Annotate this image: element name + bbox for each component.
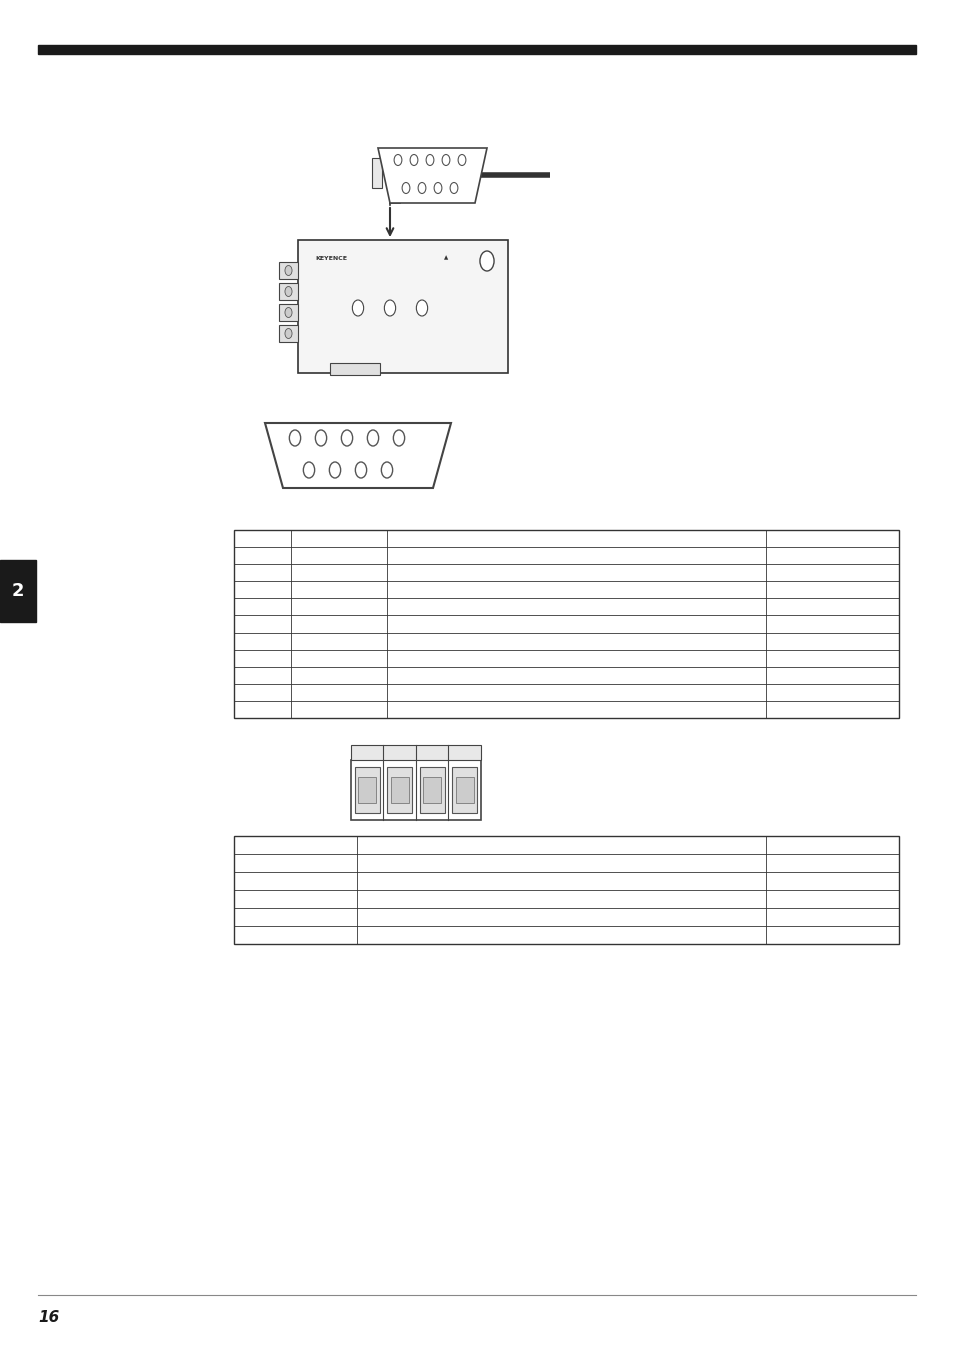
Bar [233, 836, 898, 944]
Circle shape [355, 462, 366, 478]
Bar [390, 777, 409, 804]
Circle shape [285, 308, 292, 317]
Circle shape [384, 300, 395, 316]
Circle shape [289, 430, 300, 446]
Bar [278, 304, 297, 322]
Bar [351, 761, 480, 820]
Circle shape [285, 328, 292, 339]
Circle shape [457, 154, 465, 166]
Circle shape [417, 182, 425, 193]
Circle shape [393, 430, 404, 446]
Bar [278, 262, 297, 280]
Circle shape [416, 300, 427, 316]
Text: 16: 16 [38, 1310, 59, 1325]
Polygon shape [265, 423, 451, 488]
Bar [278, 326, 297, 342]
Circle shape [426, 154, 434, 166]
Circle shape [402, 182, 410, 193]
Bar [351, 744, 480, 761]
Circle shape [303, 462, 314, 478]
Bar [355, 767, 379, 813]
Bar [456, 777, 474, 804]
Circle shape [367, 430, 378, 446]
Text: ▲: ▲ [443, 255, 448, 261]
Bar [0, 561, 36, 621]
Bar [38, 45, 915, 54]
Circle shape [394, 154, 401, 166]
Circle shape [434, 182, 441, 193]
Circle shape [352, 300, 363, 316]
Bar [330, 363, 379, 376]
Circle shape [285, 266, 292, 276]
Circle shape [479, 251, 494, 272]
Bar [423, 777, 441, 804]
Circle shape [381, 462, 393, 478]
Bar [297, 240, 507, 373]
Polygon shape [377, 149, 486, 203]
Bar [372, 158, 381, 188]
Circle shape [329, 462, 340, 478]
Circle shape [441, 154, 450, 166]
Text: KEYENCE: KEYENCE [314, 255, 347, 261]
Circle shape [450, 182, 457, 193]
Circle shape [315, 430, 326, 446]
Bar [387, 767, 412, 813]
Circle shape [341, 430, 353, 446]
Bar [419, 767, 444, 813]
Text: 2: 2 [11, 582, 24, 600]
Circle shape [285, 286, 292, 296]
Circle shape [410, 154, 417, 166]
Bar [357, 777, 375, 804]
Bar [233, 530, 898, 717]
Bar [452, 767, 476, 813]
Bar [278, 282, 297, 300]
